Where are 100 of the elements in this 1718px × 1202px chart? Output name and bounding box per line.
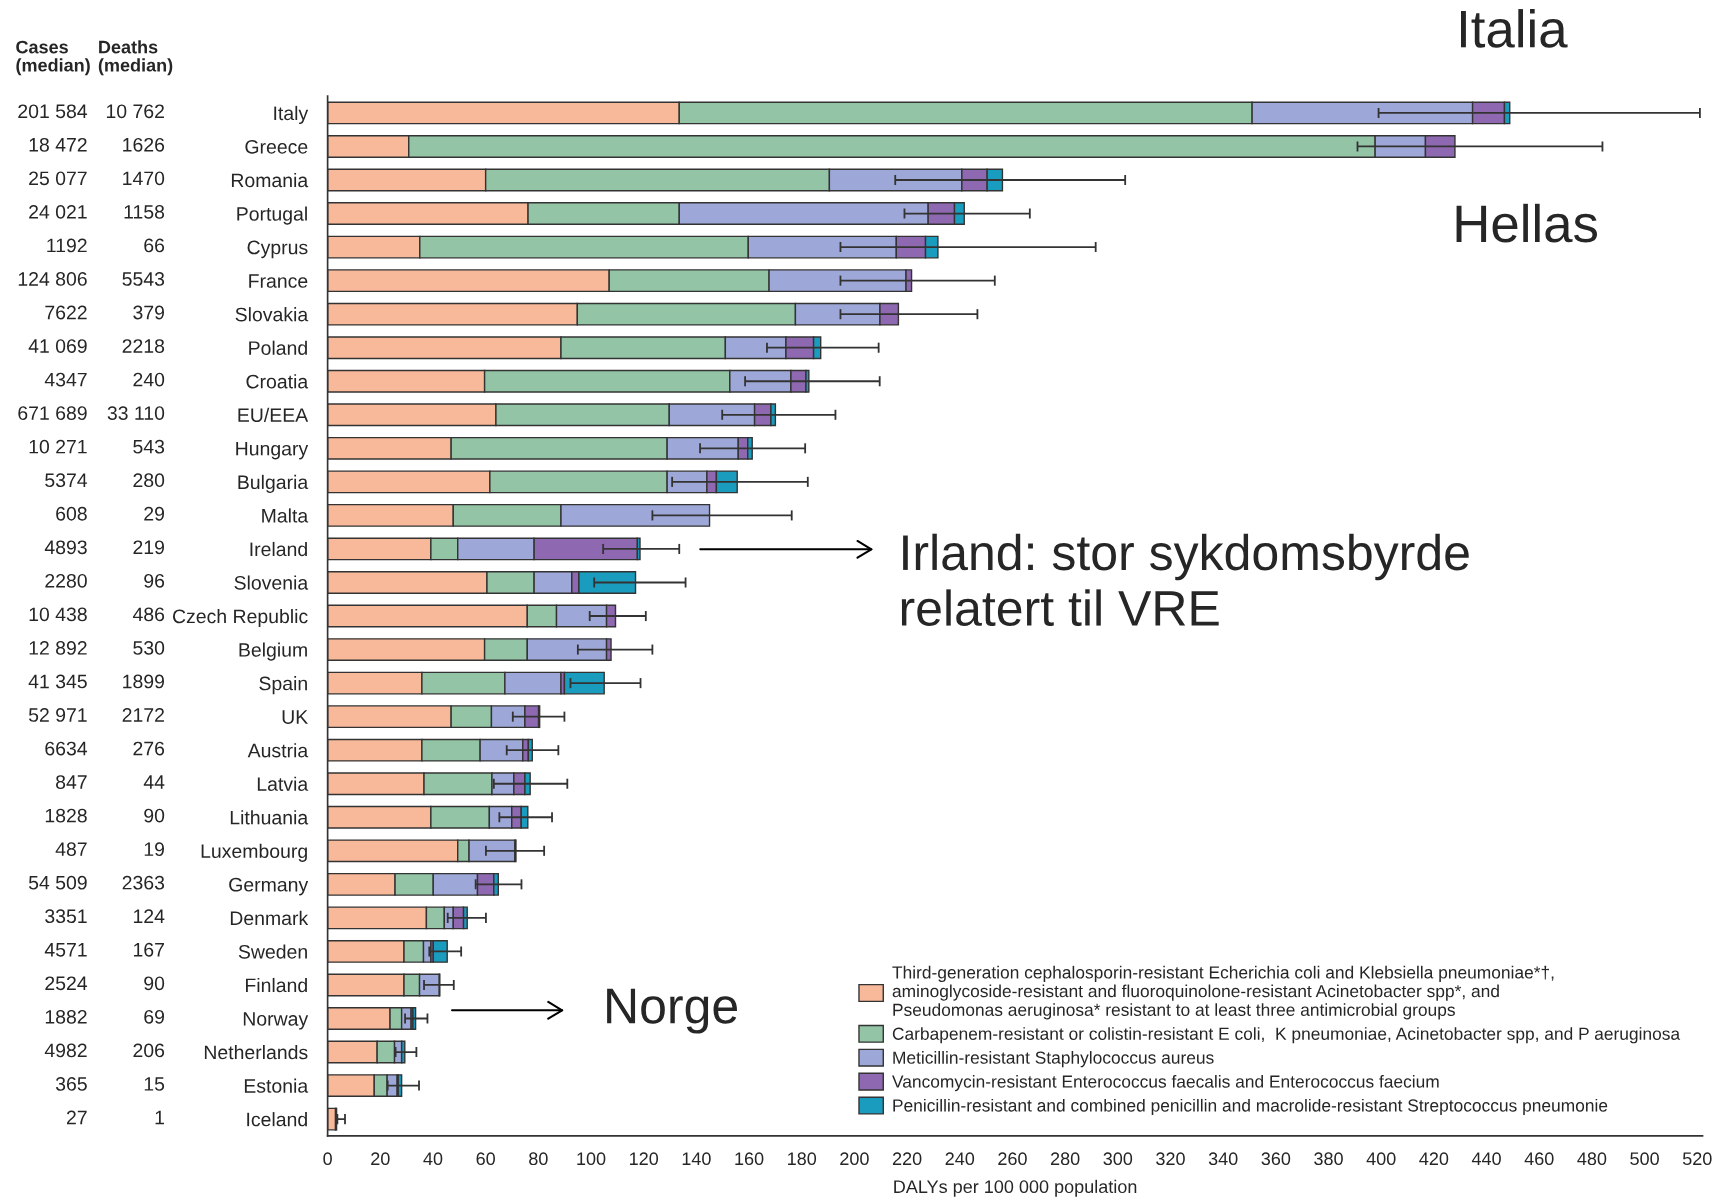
text: 2280 xyxy=(45,573,87,588)
x-tick-label: 480 xyxy=(1577,1152,1607,1166)
x-tick-label: 460 xyxy=(1524,1152,1554,1166)
x-tick-label: 320 xyxy=(1156,1152,1185,1166)
text: 671 689 xyxy=(18,406,87,421)
text: 4893 xyxy=(44,540,87,555)
text: 29 xyxy=(144,506,165,521)
text: 18 472 xyxy=(29,137,87,152)
x-tick-label: 160 xyxy=(735,1152,764,1166)
text: 12 892 xyxy=(29,641,87,655)
x-tick-label: 340 xyxy=(1208,1152,1238,1166)
legend-label: Third-generation cephalosporin-resistant Echerichia coli and Klebsiella pneumoniae*†, aminoglycoside-resistant and fluoroquinolone-resistant Acinetobacter spp*, and Pseudomonas aeruginosa* resistant to at least three antimicrobial groups xyxy=(892,965,1554,1020)
legend-label: Carbapenem-resistant or colistin-resistant E coli, K pneumoniae, Acinetobacter spp, and P aeruginosa xyxy=(892,1027,1681,1044)
y-tick-label: Portugal xyxy=(237,206,307,225)
x-tick-label: 280 xyxy=(1050,1152,1080,1166)
text: 2524 xyxy=(45,976,88,991)
annotation: Irland: stor sykdomsbyrde relatert til VRE xyxy=(901,533,1469,627)
text: 1192 xyxy=(47,238,87,253)
text: 33 110 xyxy=(107,406,165,421)
y-tick-label: Malta xyxy=(262,508,309,523)
y-tick-label: Romania xyxy=(231,172,309,188)
x-tick-label: 140 xyxy=(682,1152,711,1166)
text: 54 509 xyxy=(28,875,87,890)
x-tick-label: 260 xyxy=(998,1152,1027,1166)
y-tick-label: Poland xyxy=(249,340,307,355)
text: 90 xyxy=(144,976,165,991)
annotation: Norge xyxy=(607,988,737,1034)
y-tick-label: Luxembourg xyxy=(201,843,307,862)
y-tick-label: Spain xyxy=(259,676,307,695)
x-tick-label: 360 xyxy=(1261,1152,1291,1166)
text: 4982 xyxy=(44,1043,87,1058)
text: 206 xyxy=(133,1043,165,1058)
text: 90 xyxy=(144,808,165,823)
text: 41 345 xyxy=(28,674,87,689)
x-tick-label: 80 xyxy=(529,1152,548,1166)
x-axis-title: DALYs per 100 000 population xyxy=(894,1179,1137,1197)
text: 1626 xyxy=(123,137,165,152)
text: 4347 xyxy=(44,372,87,387)
text: 847 xyxy=(56,775,87,789)
y-tick-label: EU/EEA xyxy=(238,407,309,423)
y-tick-label: Estonia xyxy=(244,1078,309,1093)
text: 543 xyxy=(133,439,165,454)
text: 44 xyxy=(143,775,165,789)
y-tick-label: UK xyxy=(282,710,308,724)
text: 608 xyxy=(56,506,87,521)
y-tick-label: Slovenia xyxy=(234,575,309,590)
text: 19 xyxy=(144,842,165,857)
text: 3351 xyxy=(45,909,87,924)
y-tick-label: Czech Republic xyxy=(172,608,308,628)
text: 96 xyxy=(144,573,165,588)
x-tick-label: 420 xyxy=(1419,1152,1449,1166)
text: 1158 xyxy=(124,205,165,219)
text: 10 271 xyxy=(29,439,87,454)
y-tick-label: Lithuania xyxy=(230,810,309,825)
text: 6634 xyxy=(45,741,88,756)
x-tick-label: 520 xyxy=(1682,1152,1712,1166)
x-tick-label: 40 xyxy=(423,1152,443,1166)
legend-label: Penicillin-resistant and combined penicillin and macrolide-resistant Streptococcus pneumonie xyxy=(893,1098,1608,1116)
text: 124 806 xyxy=(18,272,87,286)
text: 487 xyxy=(55,842,87,857)
text: 379 xyxy=(133,305,165,320)
text: 124 xyxy=(133,909,165,923)
legend-label: Vancomycin-resistant Enterococcus faecalis and Enterococcus faecium xyxy=(892,1074,1439,1092)
x-tick-label: 200 xyxy=(840,1152,869,1166)
text: 7622 xyxy=(45,305,87,320)
x-tick-label: 220 xyxy=(892,1152,922,1166)
x-tick-label: 240 xyxy=(945,1152,975,1166)
text: 1 xyxy=(155,1110,164,1125)
text: 4571 xyxy=(44,943,87,957)
text: Deaths (median) xyxy=(98,40,173,76)
y-tick-label: Denmark xyxy=(230,910,309,926)
text: 1828 xyxy=(45,808,87,823)
x-tick-label: 0 xyxy=(323,1152,332,1166)
x-tick-label: 20 xyxy=(371,1152,390,1166)
y-tick-label: France xyxy=(249,274,308,288)
x-tick-label: 400 xyxy=(1366,1152,1396,1166)
text: 167 xyxy=(133,942,164,957)
x-tick-label: 120 xyxy=(630,1152,659,1166)
text: 24 021 xyxy=(29,205,87,219)
y-tick-label: Croatia xyxy=(246,374,309,389)
annotation: Hellas xyxy=(1456,203,1598,243)
text: 5543 xyxy=(122,272,165,286)
text: 530 xyxy=(133,641,165,655)
text: 201 584 xyxy=(18,104,88,119)
y-tick-label: Norway xyxy=(243,1012,309,1030)
text: 280 xyxy=(133,473,165,488)
text: 66 xyxy=(144,238,165,253)
text: 41 069 xyxy=(28,339,87,353)
y-tick-label: Iceland xyxy=(247,1112,307,1127)
text: 5374 xyxy=(45,473,88,488)
x-tick-label: 380 xyxy=(1314,1152,1343,1166)
text: 2172 xyxy=(122,708,164,722)
y-tick-label: Finland xyxy=(246,977,307,993)
text: 15 xyxy=(144,1077,165,1091)
text: 486 xyxy=(132,607,165,622)
text: 25 077 xyxy=(29,171,87,186)
text: 365 xyxy=(55,1077,87,1091)
text: 1470 xyxy=(123,171,165,186)
y-tick-label: Greece xyxy=(245,139,308,154)
x-tick-label: 500 xyxy=(1630,1152,1659,1166)
